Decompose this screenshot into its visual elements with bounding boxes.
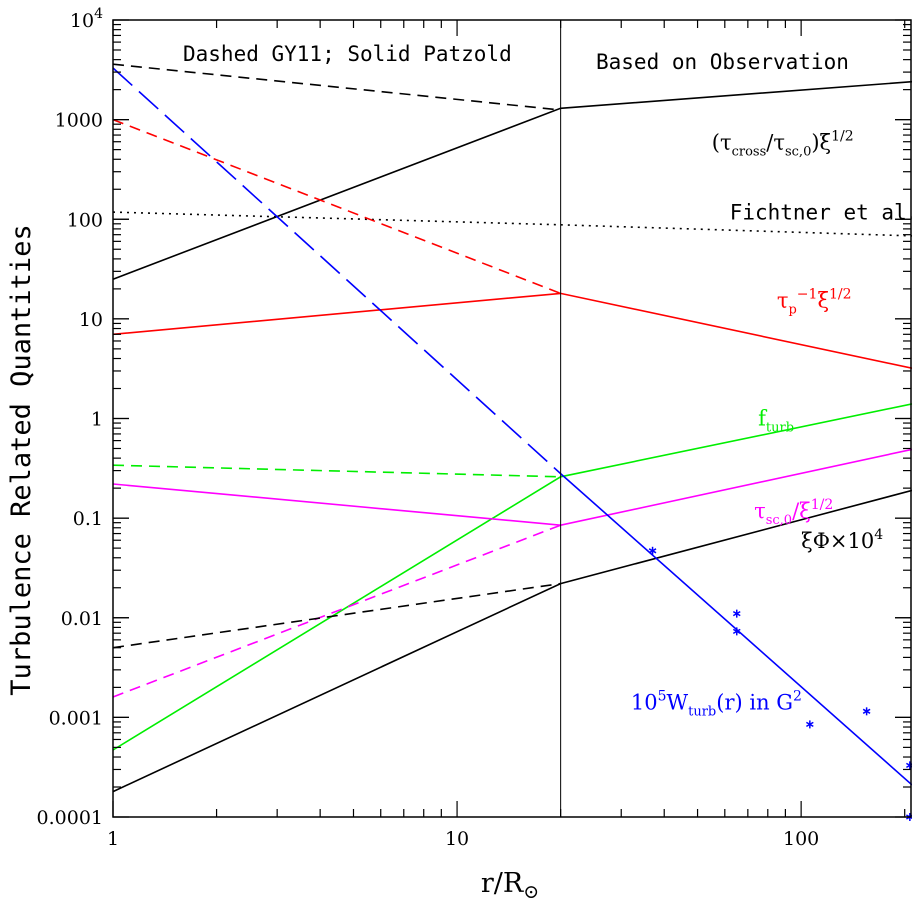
x-tick-label: 10 — [445, 828, 469, 850]
x-tick-label: 100 — [783, 828, 819, 850]
observation-point — [906, 761, 912, 770]
label-tau-p: τp−1ξ1/2 — [777, 287, 852, 318]
series-xiphi_gy11 — [112, 582, 561, 649]
series-fturb_gy11 — [112, 464, 561, 478]
series-cross_gy11 — [112, 63, 561, 111]
y-tick-label: 0.001 — [49, 707, 103, 729]
observation-points — [648, 546, 912, 821]
label-tau-sc: τsc,0/ξ1/2 — [754, 497, 833, 528]
y-tick-label: 10 — [79, 309, 103, 331]
observation-point — [862, 707, 871, 716]
label-fichtner: Fichtner et al. — [730, 200, 912, 224]
y-axis-label: Turbulence Related Quantities — [6, 224, 37, 695]
y-tick-label: 104 — [70, 6, 103, 32]
series-taup_gy11 — [112, 118, 561, 295]
series-tausc_gy11 — [112, 524, 561, 698]
y-tick-label: 1000 — [55, 110, 103, 132]
legend-note-left: Dashed GY11; Solid Patzold — [183, 42, 512, 66]
y-tick-label: 1 — [91, 409, 103, 431]
tick-labels: 1 10 100 0.0001 0.001 0.01 0.1 1 10 100 1000 104 — [37, 6, 820, 850]
label-w-turb: 105Wturb(r) in G2 — [631, 688, 802, 719]
label-xi-phi: ξΦ×104 — [801, 527, 883, 553]
note-observation: Based on Observation — [596, 50, 849, 74]
y-tick-label: 0.1 — [73, 508, 103, 530]
y-tick-label: 0.0001 — [37, 807, 103, 829]
axis-ticks — [112, 19, 911, 818]
series-cross_patzold — [112, 80, 912, 280]
series-xiphi_patzold — [112, 489, 912, 793]
observation-point — [732, 627, 741, 636]
label-f-turb: fturb — [758, 407, 794, 436]
observation-point — [648, 546, 657, 555]
observation-point — [806, 720, 814, 729]
x-axis-label: r/R⊙ — [481, 868, 539, 903]
y-tick-label: 100 — [67, 209, 103, 231]
x-tick-label: 1 — [107, 828, 119, 850]
label-tau-cross: (τcross/τsc,0)ξ1/2 — [712, 129, 854, 160]
y-tick-label: 0.01 — [61, 608, 103, 630]
observation-point — [732, 609, 741, 618]
series-wturb_gy11 — [112, 67, 562, 475]
